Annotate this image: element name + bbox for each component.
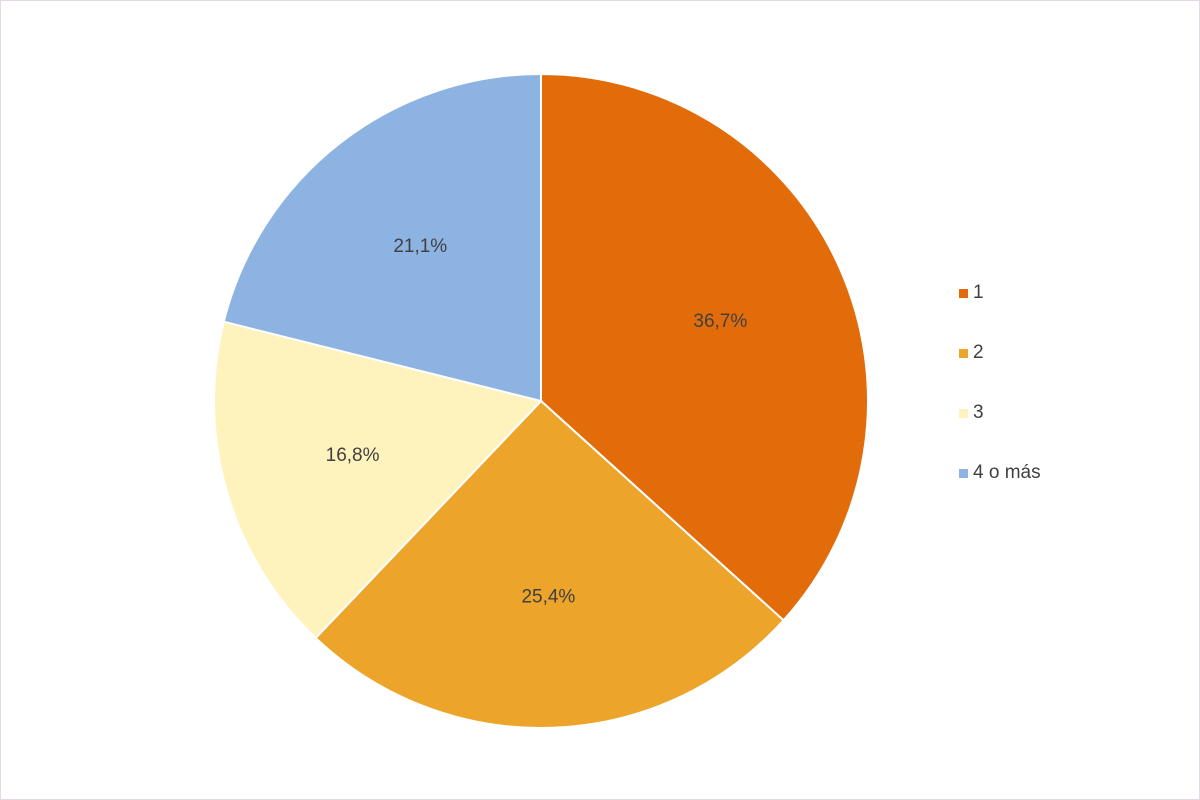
pie-slice-4 [222,72,542,403]
legend-swatch-1 [959,288,968,298]
data-label-4: 21,1% [393,236,447,257]
legend-label-3: 3 [973,402,984,423]
legend-item-1: 1 [959,280,1041,306]
data-label-1: 36,7% [693,311,747,332]
legend-item-3: 3 [959,400,1041,426]
legend-swatch-3 [959,408,968,418]
legend-item-2: 2 [959,340,1041,366]
data-label-2: 25,4% [521,587,575,608]
legend-swatch-4 [959,468,968,478]
legend-swatch-2 [959,348,968,358]
legend-label-4: 4 o más [973,462,1041,483]
data-label-3: 16,8% [326,445,380,466]
pie-data-labels: 36,7% 25,4% 16,8% 21,1% [326,236,748,608]
pie-slice-2 [314,399,785,729]
pie-slice-3 [213,320,543,640]
legend-label-2: 2 [973,342,984,363]
legend-item-4: 4 o más [959,460,1041,486]
legend: 1 2 3 4 o más [959,280,1041,520]
pie-slice-1 [540,72,869,622]
legend-label-1: 1 [973,282,984,303]
pie-slices [213,72,869,729]
